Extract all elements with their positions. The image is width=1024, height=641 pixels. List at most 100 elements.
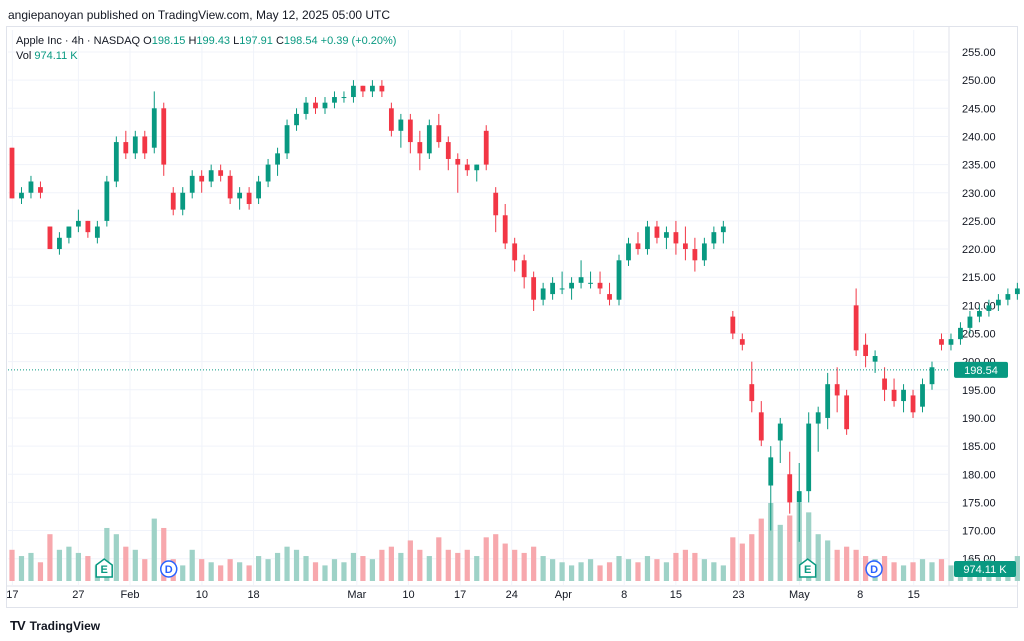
earnings-marker-icon[interactable]: E — [95, 558, 113, 578]
candle-body — [967, 316, 973, 328]
tradingview-logo-icon: TV — [10, 618, 26, 633]
candle-body — [208, 170, 214, 182]
volume-bar — [445, 549, 451, 581]
earnings-marker-icon[interactable]: E — [798, 558, 817, 578]
candle-body — [284, 125, 290, 154]
publisher-line: angiepanoyan published on TradingView.co… — [8, 8, 391, 22]
candle-body — [265, 164, 271, 182]
last-price-label: 198.54 — [964, 365, 998, 377]
candle-body — [246, 192, 252, 205]
candle-body — [844, 395, 850, 430]
candle-body — [85, 220, 91, 233]
volume-bar — [578, 562, 584, 581]
volume-bar — [56, 549, 63, 581]
candle-body — [654, 226, 660, 238]
volume-bar — [312, 562, 319, 581]
candle-body — [47, 226, 53, 250]
volume-bar — [227, 559, 233, 581]
y-tick-label: 255.00 — [962, 47, 996, 59]
candle-body — [1005, 294, 1011, 300]
volume-bar — [350, 552, 357, 581]
high-value: 199.43 — [196, 35, 231, 47]
volume-bar — [853, 549, 859, 581]
volume-bar — [426, 556, 432, 581]
candle-body — [891, 389, 897, 402]
candle-body — [939, 339, 944, 345]
candle-body — [227, 175, 233, 199]
candle-body — [730, 316, 736, 334]
dividend-marker-icon[interactable]: D — [159, 560, 178, 578]
candle-body — [872, 356, 878, 362]
x-tick-label: Mar — [347, 589, 366, 601]
candle-body — [815, 412, 821, 424]
candle-body — [910, 395, 916, 413]
candle-body — [720, 226, 726, 233]
volume-bar — [768, 503, 774, 581]
candle-body — [483, 130, 489, 165]
volume-bar — [787, 515, 793, 581]
candle-body — [531, 277, 537, 300]
x-tick-label: 10 — [402, 589, 414, 601]
candle-body — [256, 181, 261, 199]
brand-name: TradingView — [29, 618, 101, 633]
volume-bar — [331, 559, 338, 581]
candle-body — [853, 305, 859, 351]
open-value: 198.15 — [151, 35, 186, 47]
volume-bar — [47, 534, 53, 581]
volume-bar — [758, 518, 764, 581]
volume-bar — [199, 559, 205, 581]
x-tick-label: 15 — [670, 589, 682, 601]
candle-body — [901, 389, 906, 402]
volume-bar — [749, 534, 755, 581]
volume-bar — [1014, 556, 1020, 581]
footer-brand[interactable]: TV TradingView — [10, 618, 100, 633]
volume-bar — [938, 559, 945, 581]
candle-body — [787, 474, 793, 503]
close-label: C — [275, 35, 284, 47]
candle-body — [388, 108, 394, 131]
volume-bar — [18, 556, 25, 581]
candle-body — [540, 288, 546, 300]
candle-body — [199, 175, 205, 182]
volume-bar — [919, 559, 926, 581]
x-tick-label: 10 — [196, 589, 208, 601]
candle-body — [559, 288, 565, 290]
candle-body — [739, 339, 745, 345]
volume-bar — [625, 559, 632, 581]
volume-bar — [208, 562, 214, 581]
volume-bar — [512, 549, 518, 581]
volume-bar — [237, 562, 243, 581]
candle-body — [493, 192, 499, 216]
candle-body — [322, 102, 328, 109]
candle-body — [370, 85, 375, 92]
volume-bar — [844, 546, 850, 581]
dividend-marker-icon[interactable]: D — [865, 560, 883, 578]
volume-bar — [521, 552, 527, 581]
candle-body — [597, 282, 603, 289]
volume-bar — [161, 527, 167, 581]
event-marker-label: E — [804, 564, 811, 576]
candle-body — [360, 85, 366, 92]
volume-bar — [398, 552, 404, 581]
last-price-badge — [954, 361, 1008, 378]
volume-bar — [113, 534, 119, 581]
y-tick-label: 245.00 — [962, 103, 996, 115]
volume-bar — [806, 512, 812, 581]
candle-body — [332, 97, 337, 103]
symbol-label[interactable]: Apple Inc · 4h · NASDAQ — [16, 35, 141, 47]
volume-bar — [597, 565, 603, 581]
candle-body — [94, 226, 100, 238]
y-tick-label: 230.00 — [962, 188, 996, 200]
volume-bar — [948, 565, 954, 581]
candle-body — [977, 310, 982, 317]
volume-bar — [568, 565, 575, 581]
volume-bar — [407, 540, 413, 581]
candle-body — [806, 423, 812, 492]
chart-frame[interactable] — [6, 26, 1018, 608]
volume-bar — [417, 549, 423, 581]
volume-bar — [663, 562, 670, 581]
candle-body — [436, 125, 442, 143]
high-label: H — [188, 35, 197, 47]
